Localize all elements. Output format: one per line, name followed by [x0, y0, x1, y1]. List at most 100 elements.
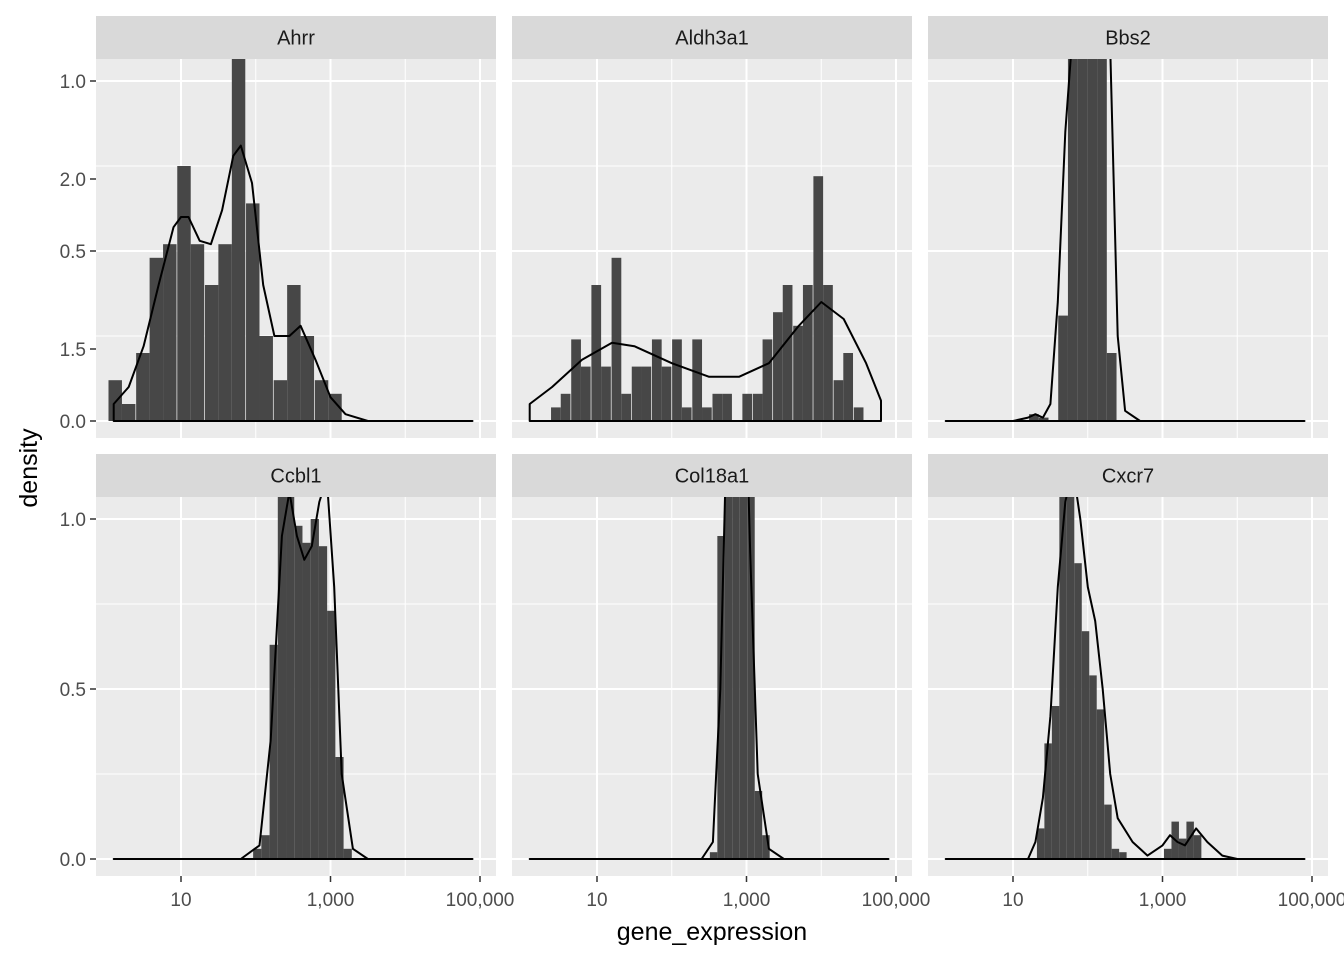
- histogram-bar: [661, 366, 672, 421]
- facet-panel: Aldh3a1: [512, 16, 912, 438]
- facet-strip-label: Ahrr: [277, 28, 315, 50]
- histogram-bar: [149, 257, 164, 421]
- density-curve: [112, 497, 474, 860]
- histogram-bar: [611, 257, 622, 421]
- histogram-bar: [732, 497, 740, 860]
- x-axis-title: gene_expression: [617, 918, 807, 946]
- histogram-bar: [724, 497, 733, 859]
- histogram-bar: [1059, 497, 1067, 859]
- histogram-bar: [287, 285, 301, 421]
- histogram-bar: [580, 366, 591, 421]
- histogram-bar: [286, 497, 295, 859]
- y-tick-label: 1.5: [60, 340, 86, 361]
- histogram-bar: [328, 393, 342, 421]
- density-curve: [112, 144, 474, 422]
- density-curve: [528, 497, 890, 860]
- histogram-bar: [136, 353, 150, 421]
- panel-background: [928, 59, 1328, 438]
- histogram-bar: [793, 325, 803, 421]
- facets-layer: Ahrr Aldh3a1 Bbs2 Ccbl1 Col18a1 Cxcr7: [96, 16, 1328, 876]
- histogram-bar: [833, 380, 844, 421]
- histogram-bar: [717, 536, 725, 859]
- x-tick-label: 10: [1002, 890, 1023, 911]
- histogram-bar: [802, 285, 813, 421]
- histogram-bar: [1163, 848, 1172, 859]
- histogram-bar: [571, 339, 581, 421]
- histogram-bar: [1193, 835, 1202, 859]
- histogram-bar: [672, 339, 682, 421]
- x-tick-label: 1,000: [723, 890, 771, 911]
- histogram-bar: [218, 244, 232, 421]
- histogram-bar: [1106, 353, 1117, 421]
- histogram-bar: [722, 393, 732, 421]
- y-tick-label: 1.0: [60, 72, 86, 93]
- histogram-bar: [692, 339, 703, 421]
- histogram-bar: [163, 244, 177, 421]
- histogram-bar: [621, 393, 632, 421]
- histogram-bar: [823, 285, 833, 421]
- histogram-bar: [712, 393, 723, 421]
- panel-content: [928, 497, 1328, 876]
- y-tick-label: 0.5: [60, 242, 86, 263]
- histogram-bar: [1081, 631, 1090, 859]
- x-tick-label: 10: [170, 890, 191, 911]
- histogram-bar: [651, 339, 662, 421]
- histogram-bar: [1074, 563, 1082, 859]
- histogram-bar: [259, 336, 273, 421]
- histogram-bar: [1104, 804, 1112, 859]
- y-tick-label: 0.5: [60, 680, 86, 701]
- facet-strip-label: Aldh3a1: [675, 28, 748, 50]
- histogram-bar: [1119, 852, 1127, 859]
- axes-layer: 0.00.51.01.52.00.00.51.01.52.0101,000100…: [60, 72, 1344, 911]
- histogram-bar: [343, 848, 352, 859]
- histogram-bar: [747, 497, 755, 859]
- histogram-bar: [1058, 315, 1068, 421]
- histogram-bar: [709, 852, 718, 859]
- histogram-bar: [204, 285, 219, 421]
- histogram-bar: [327, 610, 336, 859]
- histogram-bar: [813, 176, 824, 421]
- facet-strip: [512, 16, 912, 59]
- histogram-bar: [121, 404, 136, 421]
- histogram-bar: [551, 407, 561, 421]
- histogram-bar: [273, 380, 288, 421]
- y-tick-label: 2.0: [60, 170, 86, 191]
- histogram-bar: [1178, 838, 1187, 859]
- y-axis-title: density: [15, 428, 43, 508]
- facet-panel: Col18a1: [512, 454, 912, 876]
- histogram-bar: [631, 366, 642, 421]
- histogram-bar: [843, 353, 854, 421]
- panel-content: [512, 59, 912, 438]
- histogram-bar: [1087, 59, 1098, 421]
- histogram-bar: [1066, 497, 1075, 859]
- histogram-bar: [601, 366, 611, 421]
- histogram-bar: [1077, 59, 1088, 422]
- y-tick-label: 1.0: [60, 510, 86, 531]
- x-tick-label: 100,000: [446, 890, 515, 911]
- panel-background: [928, 497, 1328, 876]
- histogram-bar: [294, 525, 303, 859]
- facet-panel: Ccbl1: [96, 454, 496, 876]
- facet-panel: Bbs2: [928, 16, 1328, 438]
- histogram-bar: [1051, 706, 1060, 859]
- histogram-bar: [754, 791, 763, 859]
- facet-strip: [928, 16, 1328, 59]
- histogram-bar: [641, 366, 652, 421]
- y-tick-label: 0.0: [60, 850, 86, 871]
- histogram-bar: [591, 285, 602, 421]
- density-curve: [944, 59, 1306, 422]
- panel-content: [96, 497, 496, 876]
- histogram-bar: [300, 336, 315, 421]
- histogram-bar: [335, 757, 344, 859]
- panel-content: [928, 59, 1328, 438]
- histogram-bar: [1038, 417, 1049, 421]
- histogram-bar: [1044, 743, 1052, 859]
- histogram-bar: [1097, 59, 1107, 421]
- facet-strip: [512, 454, 912, 497]
- facet-panel: Ahrr: [96, 16, 496, 438]
- histogram-bar: [231, 59, 246, 422]
- density-curve: [528, 301, 882, 422]
- x-tick-label: 1,000: [307, 890, 355, 911]
- histogram-bar: [190, 244, 205, 421]
